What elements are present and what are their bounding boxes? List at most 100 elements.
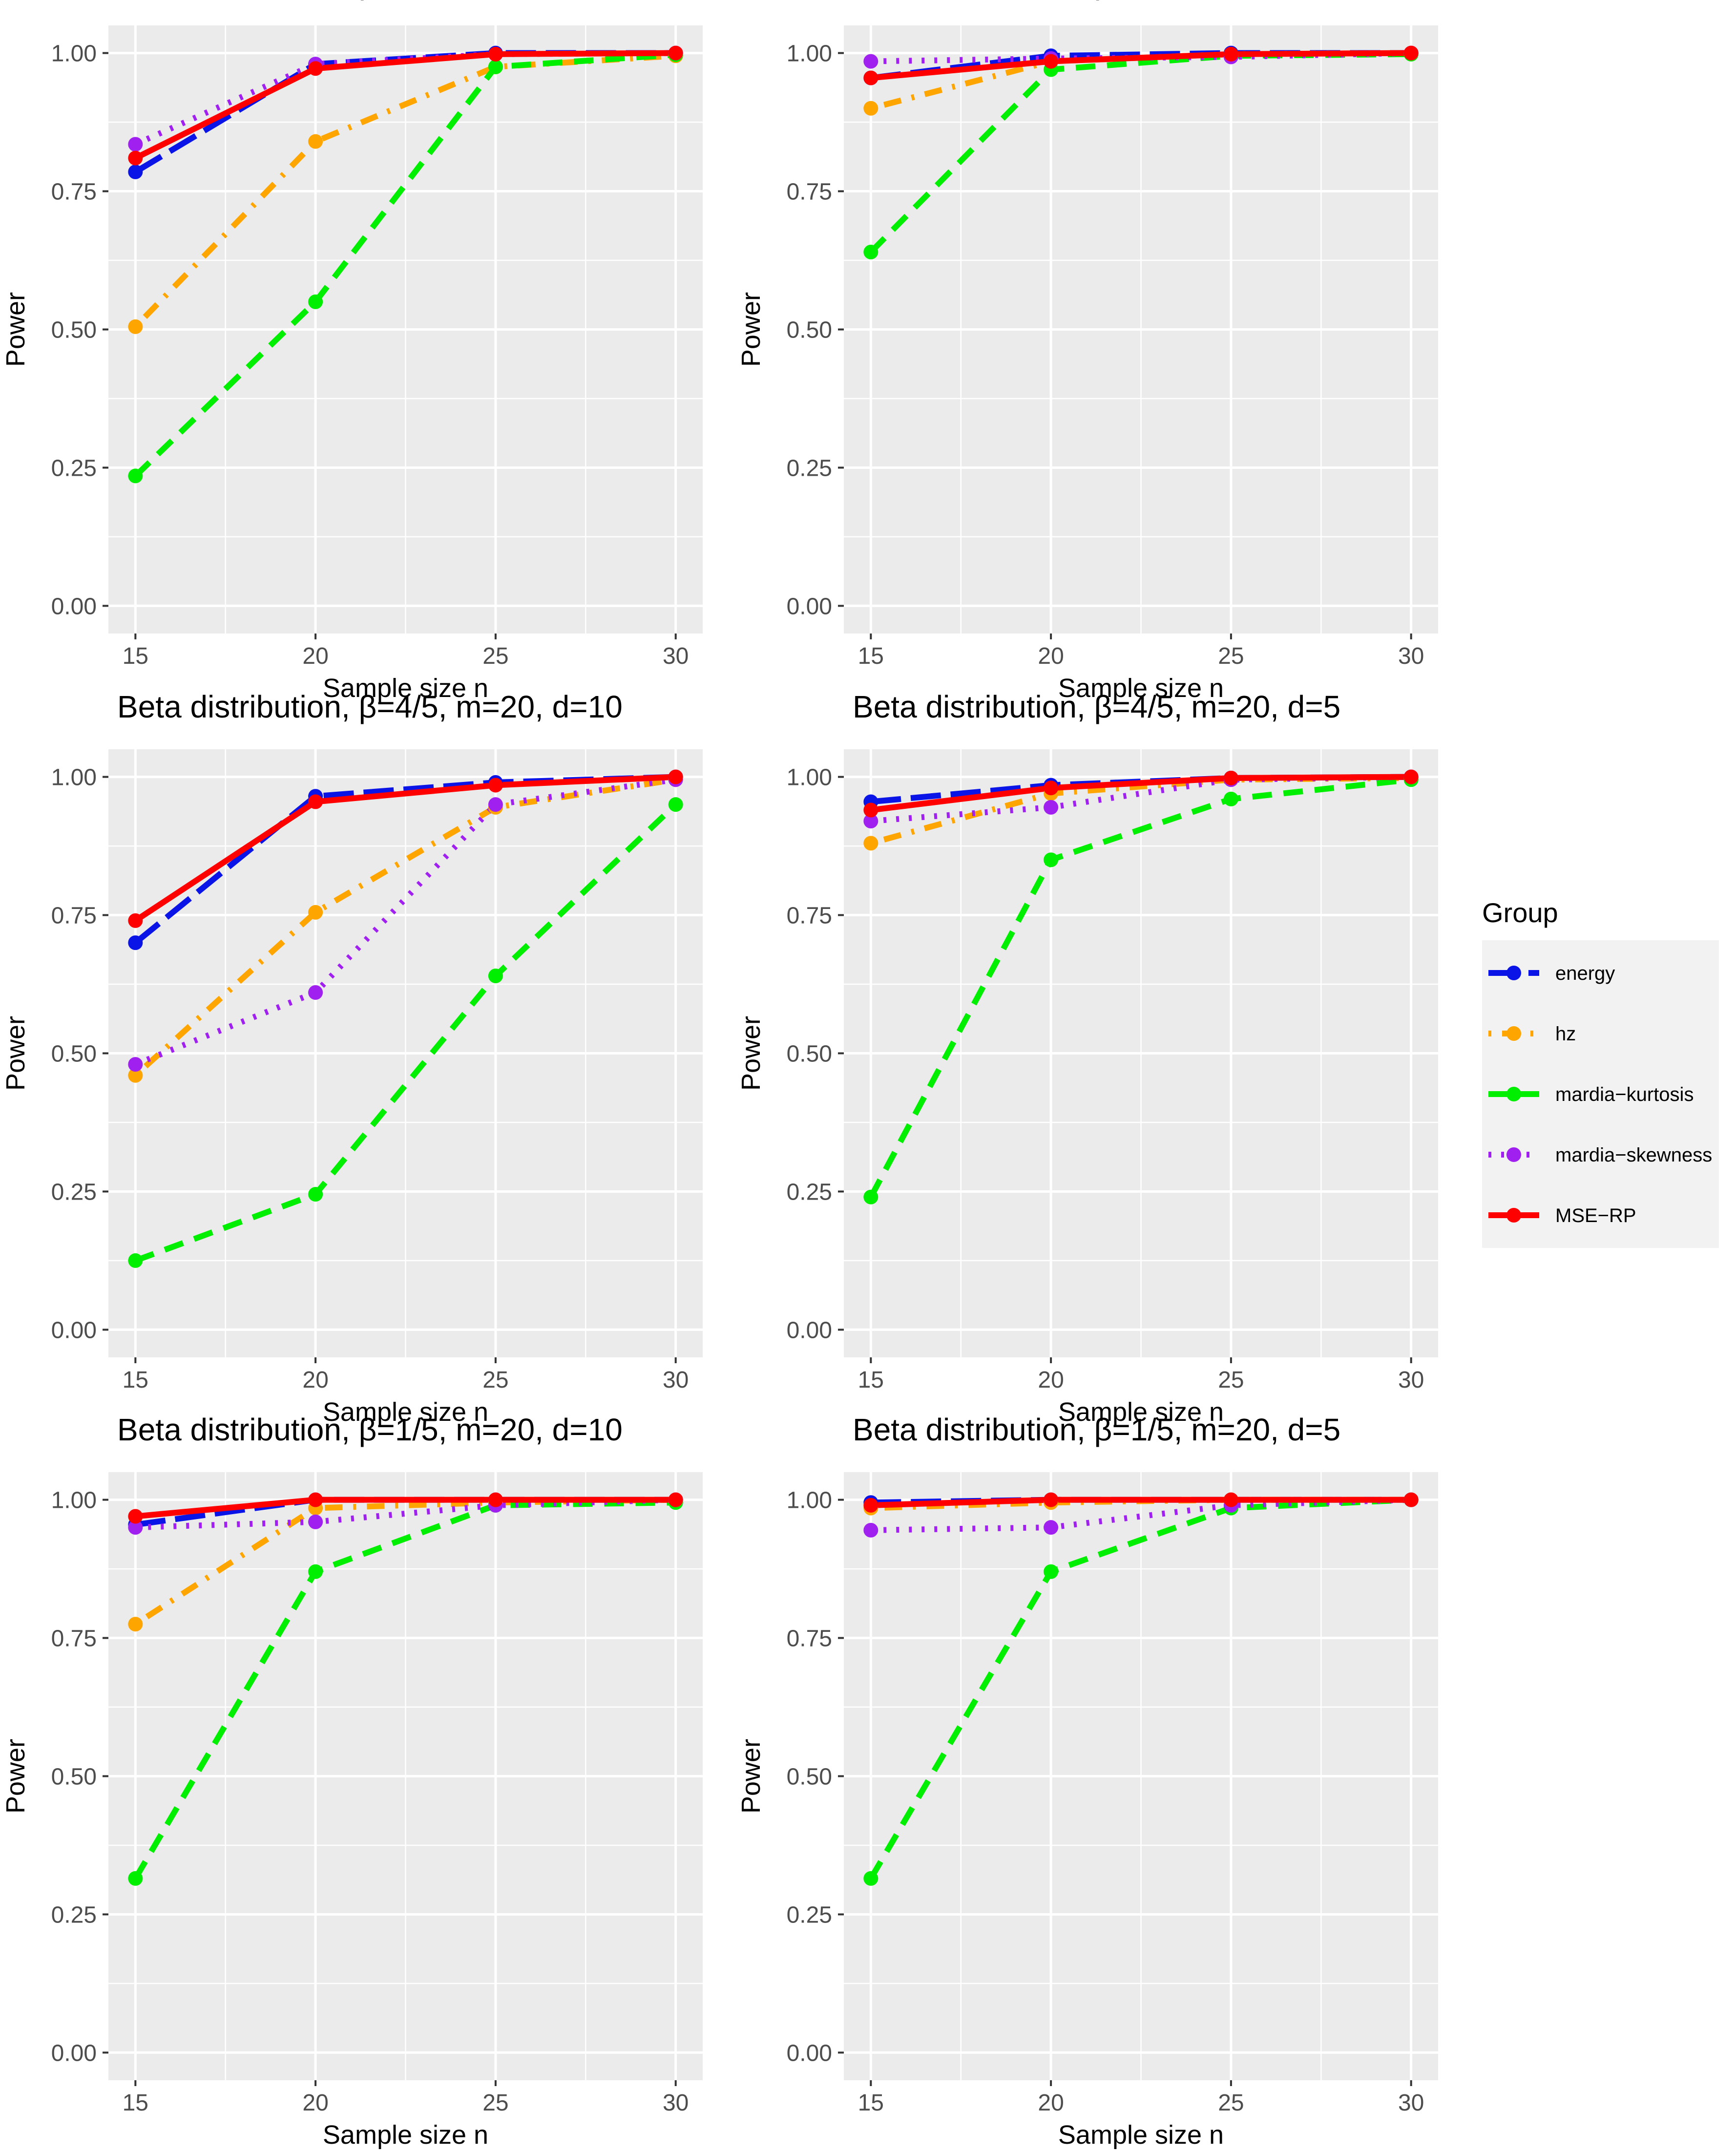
point-mk <box>1223 791 1238 806</box>
series-points <box>128 769 683 1268</box>
series-line-ms <box>871 50 1411 64</box>
point-hz <box>308 905 323 920</box>
y-axis-label: Power <box>1 1739 30 1814</box>
x-tick-label: 30 <box>1398 643 1424 669</box>
series-points <box>128 1492 683 1886</box>
series-points <box>128 45 683 484</box>
x-tick-label: 30 <box>663 643 689 669</box>
point-mk <box>863 1189 878 1204</box>
legend: Group energy hz mardia−kurtosis mardia−skewn… <box>1482 897 1719 1248</box>
series-points <box>863 45 1419 260</box>
point-ms <box>128 1520 143 1535</box>
gridlines <box>108 749 703 1357</box>
x-tick-label: 25 <box>482 2090 508 2116</box>
y-tick-label: 0.00 <box>51 2040 97 2066</box>
series-lines <box>133 774 678 1264</box>
gridlines <box>844 1472 1438 2080</box>
y-axis-label: Power <box>1 1016 30 1091</box>
point-hz <box>863 836 878 851</box>
gridlines <box>108 25 703 633</box>
point-hz <box>308 134 323 149</box>
x-tick-label: 20 <box>1038 1367 1064 1393</box>
x-tick-label: 20 <box>1038 2090 1064 2116</box>
point-mse <box>488 46 503 62</box>
series-line-mse <box>134 50 676 161</box>
x-tick-label: 25 <box>482 1367 508 1393</box>
series-line-hz <box>133 53 676 329</box>
point-energy <box>128 935 143 950</box>
y-axis-label: Power <box>736 292 766 367</box>
point-mse <box>1223 770 1238 785</box>
x-tick-label: 15 <box>123 1367 148 1393</box>
point-mk <box>128 468 143 484</box>
x-tick-label: 15 <box>123 643 148 669</box>
point-mk <box>308 294 323 309</box>
x-tick-label: 15 <box>123 2090 148 2116</box>
y-tick-label: 0.75 <box>787 179 832 205</box>
series-lines <box>868 774 1412 1199</box>
panel-4: 15 20 25 30 0.00 0.25 0.50 0.75 1.00 Beta distrib… <box>736 689 1438 1427</box>
legend-point-mk <box>1506 1087 1521 1101</box>
point-mse <box>488 778 503 793</box>
series-line-mk <box>869 51 1411 254</box>
x-axis-label: Sample size n <box>1058 1397 1224 1427</box>
panel-title: Beta distribution, β=4/5, m=20, d=5 <box>853 689 1340 724</box>
y-tick-label: 1.00 <box>51 41 97 67</box>
point-ms <box>863 1522 878 1538</box>
series-lines <box>868 1497 1411 1880</box>
series-line-mse <box>870 50 1411 81</box>
series-line-ms <box>871 1497 1411 1533</box>
point-mk <box>1044 852 1059 867</box>
x-tick-label: 30 <box>663 1367 689 1393</box>
y-tick-label: 1.00 <box>51 1488 97 1514</box>
x-tick-label: 30 <box>1398 2090 1424 2116</box>
x-tick-label: 20 <box>302 2090 328 2116</box>
x-tick-label: 15 <box>858 1367 884 1393</box>
point-hz <box>863 101 878 116</box>
panel-6: 15 20 25 30 0.00 0.25 0.50 0.75 1.00 Beta distrib… <box>736 1412 1438 2150</box>
point-ms <box>863 814 878 829</box>
legend-point-hz <box>1506 1026 1521 1041</box>
point-mse <box>308 794 323 809</box>
y-tick-label: 0.25 <box>51 1179 97 1205</box>
legend-title: Group <box>1482 897 1558 928</box>
x-axis-label: Sample size n <box>323 1397 488 1427</box>
y-tick-label: 1.00 <box>51 765 97 791</box>
x-tick-label: 20 <box>302 1367 328 1393</box>
point-ms <box>488 797 503 812</box>
y-tick-label: 0.25 <box>51 1902 97 1928</box>
point-ms <box>128 137 143 152</box>
point-hz <box>128 1068 143 1083</box>
y-tick-label: 1.00 <box>787 41 832 67</box>
series-points <box>863 769 1419 1204</box>
point-mse <box>128 150 143 166</box>
x-tick-label: 30 <box>1398 1367 1424 1393</box>
y-tick-label: 0.50 <box>51 1041 97 1067</box>
series-line-mse <box>871 1497 1411 1508</box>
point-mk <box>1044 1564 1059 1579</box>
panel-5: 15 20 25 30 0.00 0.25 0.50 0.75 1.00 Beta distrib… <box>1 1412 703 2150</box>
x-tick-label: 15 <box>858 643 884 669</box>
point-mse <box>488 1492 503 1507</box>
point-ms <box>128 1057 143 1072</box>
point-mk <box>128 1871 143 1886</box>
series-line-hz <box>870 775 1411 846</box>
x-axis-label: Sample size n <box>1058 674 1224 703</box>
point-ms <box>863 54 878 69</box>
point-mse <box>863 802 878 818</box>
y-tick-label: 0.75 <box>51 1626 97 1652</box>
series-line-mk <box>868 777 1412 1199</box>
y-axis-label: Power <box>736 1016 766 1091</box>
y-tick-label: 1.00 <box>787 1488 832 1514</box>
y-tick-label: 0.75 <box>51 179 97 205</box>
x-tick-label: 20 <box>302 643 328 669</box>
y-tick-label: 0.00 <box>51 593 97 619</box>
panel-title: Beta distribution, β=1/5, m=20, d=10 <box>117 1412 623 1447</box>
legend-point-ms <box>1506 1147 1521 1162</box>
y-tick-label: 0.50 <box>51 1764 97 1790</box>
point-mk <box>128 1253 143 1268</box>
point-mse <box>308 1492 323 1507</box>
gridlines <box>844 749 1438 1357</box>
